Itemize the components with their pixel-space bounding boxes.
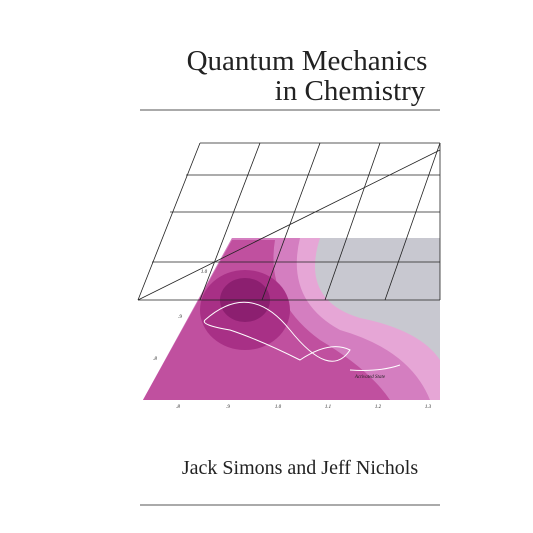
axis-label: 1.0 <box>201 270 208 275</box>
annotation: Activated State <box>354 375 386 380</box>
figure: .8 .9 1.0 1.1 1.2 1.3 1.0 .9 .8 Activate… <box>137 142 441 410</box>
trajectory <box>203 301 401 371</box>
axis-label: .8 <box>153 357 157 362</box>
title-line: Quantum Mechanics <box>187 45 428 77</box>
axis-label: .9 <box>226 405 230 410</box>
axis-label: 1.2 <box>375 405 382 410</box>
axis-label: 1.0 <box>275 405 282 410</box>
axis-label: .9 <box>178 315 182 320</box>
authors: Jack Simons and Jeff Nichols <box>182 457 418 479</box>
grid <box>137 142 441 301</box>
axis-label: .8 <box>176 405 180 410</box>
title-line: in Chemistry <box>275 75 426 107</box>
axis-label: 1.1 <box>325 405 331 410</box>
axis-label: 1.3 <box>425 405 432 410</box>
